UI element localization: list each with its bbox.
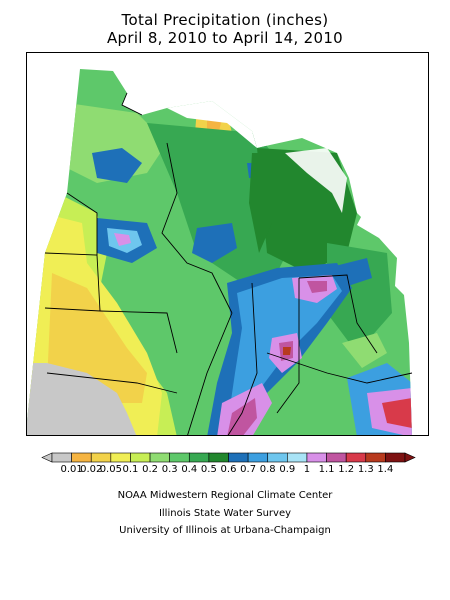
map-title: Total Precipitation (inches) <box>121 11 329 29</box>
legend-label: 0.8 <box>259 464 276 475</box>
legend-label: 0.1 <box>122 464 139 475</box>
legend-swatch <box>71 452 92 463</box>
credit-line: University of Illinois at Urbana-Champai… <box>119 525 331 536</box>
legend-swatch <box>247 452 269 463</box>
legend-label: 0.4 <box>181 464 198 475</box>
legend-label: 0.2 <box>142 464 158 475</box>
legend-swatch <box>326 452 347 463</box>
legend-label: 0.05 <box>99 464 122 475</box>
legend-swatch <box>130 452 151 463</box>
legend-swatch <box>228 452 249 463</box>
map-subtitle: April 8, 2010 to April 14, 2010 <box>106 29 344 47</box>
legend-label: 0.3 <box>161 464 178 475</box>
legend-swatch <box>90 452 112 463</box>
credit-line: Illinois State Water Survey <box>158 508 292 519</box>
legend-swatch <box>51 452 72 463</box>
precipitation-map <box>26 52 429 436</box>
map-canvas <box>27 53 428 435</box>
legend-arrow-high <box>404 452 416 463</box>
legend-swatch <box>208 452 229 463</box>
legend-swatch <box>345 452 367 463</box>
legend-label: 0.6 <box>220 464 237 475</box>
legend-swatch <box>306 452 327 463</box>
legend-label: 0.9 <box>279 464 296 475</box>
legend-swatch <box>169 452 190 463</box>
legend-label: 1 <box>303 464 311 475</box>
legend-swatch <box>385 452 406 463</box>
legend-label: 0.01 <box>60 464 83 475</box>
legend-label: 0.02 <box>80 464 103 475</box>
legend-label: 1.1 <box>318 464 335 475</box>
legend-swatch <box>365 452 386 463</box>
legend-label: 1.4 <box>377 464 394 475</box>
legend-swatch <box>110 452 131 463</box>
legend-swatch <box>287 452 308 463</box>
credit-line: NOAA Midwestern Regional Climate Center <box>117 490 333 501</box>
legend-swatch <box>149 452 170 463</box>
legend-swatch <box>267 452 288 463</box>
state-boundaries <box>44 92 413 435</box>
legend-label: 0.7 <box>240 464 257 475</box>
legend-swatch <box>188 452 210 463</box>
legend-label: 0.5 <box>200 464 217 475</box>
legend-label: 1.3 <box>357 464 374 475</box>
legend-label: 1.2 <box>338 464 355 475</box>
legend-arrow-low <box>41 452 53 463</box>
